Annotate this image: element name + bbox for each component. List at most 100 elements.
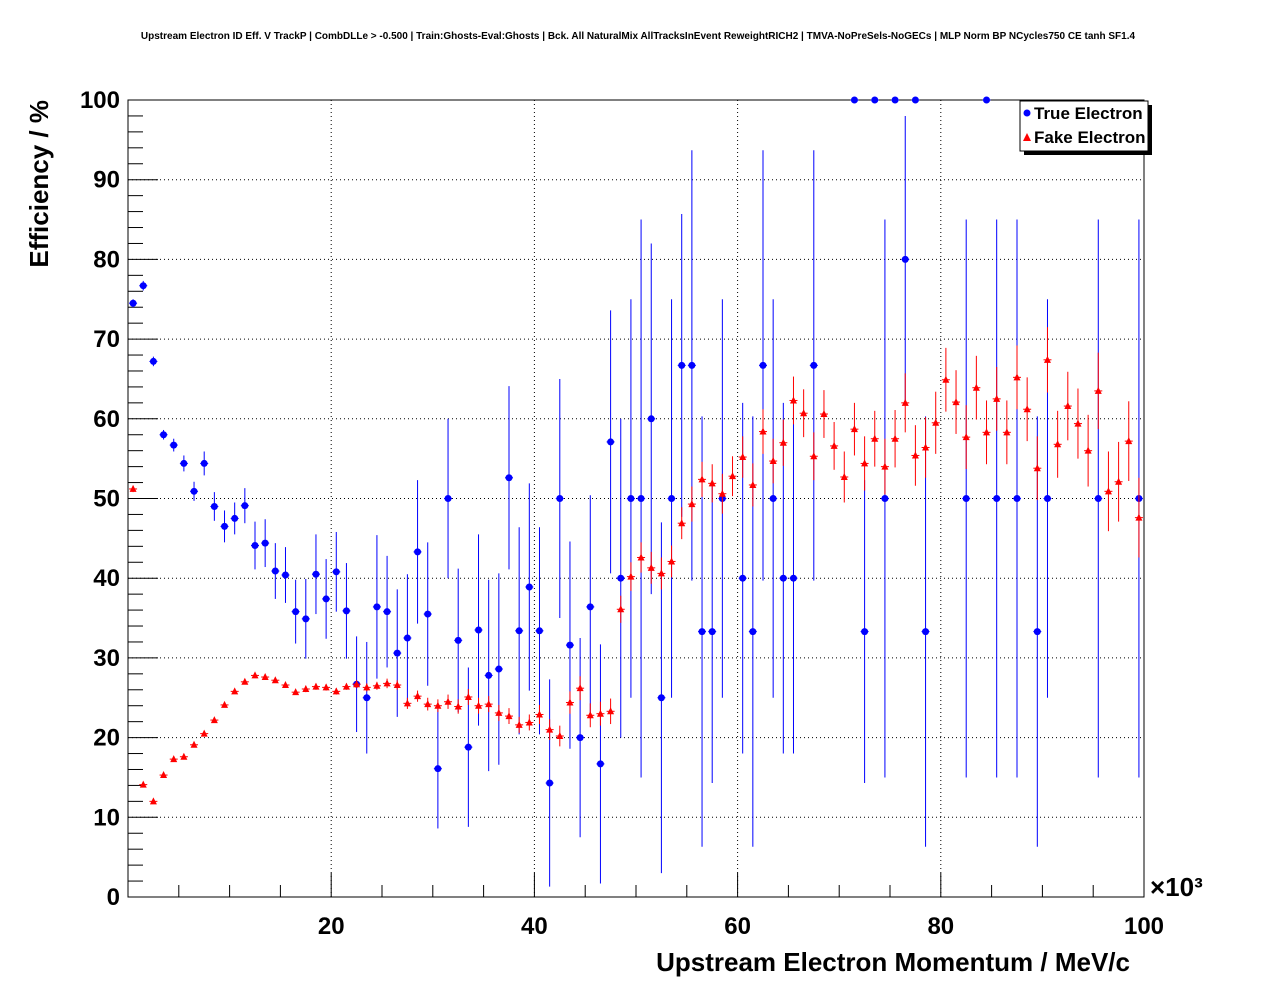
data-point bbox=[1043, 355, 1051, 363]
y-tick-label: 90 bbox=[93, 167, 120, 194]
data-point bbox=[739, 574, 747, 582]
data-point bbox=[139, 780, 147, 788]
data-point bbox=[657, 694, 665, 702]
data-point bbox=[850, 425, 858, 433]
data-point bbox=[1125, 437, 1133, 445]
data-point bbox=[200, 459, 208, 467]
data-point bbox=[160, 771, 168, 779]
data-point bbox=[871, 96, 879, 104]
data-point bbox=[637, 495, 645, 502]
data-point bbox=[373, 603, 381, 611]
data-point bbox=[312, 570, 320, 578]
data-point bbox=[789, 396, 797, 404]
data-point bbox=[850, 96, 858, 104]
data-point bbox=[861, 628, 869, 636]
data-point bbox=[485, 700, 493, 708]
data-point bbox=[464, 692, 472, 700]
data-point bbox=[881, 462, 889, 470]
data-point bbox=[210, 716, 218, 724]
data-point bbox=[830, 441, 838, 449]
data-series bbox=[129, 96, 1143, 887]
data-point bbox=[414, 548, 422, 556]
data-point bbox=[353, 680, 361, 688]
data-point bbox=[464, 743, 472, 751]
data-point bbox=[718, 489, 726, 497]
data-point bbox=[800, 409, 808, 417]
data-point bbox=[424, 610, 432, 618]
data-point bbox=[1054, 440, 1062, 448]
data-point bbox=[739, 453, 747, 461]
data-point bbox=[546, 725, 554, 733]
data-point bbox=[383, 679, 391, 687]
x-axis-label: Upstream Electron Momentum / MeV/c bbox=[656, 947, 1130, 977]
data-point bbox=[363, 694, 371, 702]
data-point bbox=[1013, 495, 1021, 502]
y-tick-label: 60 bbox=[93, 406, 120, 433]
data-point bbox=[668, 495, 676, 502]
data-point bbox=[881, 495, 889, 502]
data-point bbox=[393, 649, 401, 657]
data-point bbox=[322, 683, 330, 691]
x-tick-label: 40 bbox=[521, 913, 548, 940]
data-point bbox=[332, 687, 340, 695]
data-point bbox=[475, 701, 483, 709]
legend-label-fake-electron: Fake Electron bbox=[1034, 128, 1146, 147]
data-point bbox=[231, 687, 239, 695]
data-point bbox=[983, 428, 991, 436]
data-point bbox=[698, 628, 706, 636]
data-point bbox=[993, 394, 1001, 402]
data-point bbox=[708, 628, 716, 636]
y-tick-label: 30 bbox=[93, 645, 120, 672]
data-point bbox=[535, 710, 543, 718]
data-point bbox=[454, 636, 462, 644]
data-point bbox=[576, 734, 584, 742]
y-tick-labels: 0 10 20 30 40 50 60 70 80 90 100 bbox=[80, 87, 120, 911]
data-point bbox=[180, 459, 188, 467]
data-point bbox=[891, 434, 899, 442]
data-point bbox=[444, 495, 452, 502]
data-point bbox=[1084, 446, 1092, 454]
data-point bbox=[495, 665, 503, 673]
chart-title: Upstream Electron ID Eff. V TrackP | Com… bbox=[140, 31, 1136, 42]
y-tick-label: 70 bbox=[93, 326, 120, 353]
data-point bbox=[261, 673, 269, 681]
legend-box bbox=[1019, 100, 1149, 152]
x-axis-multiplier: ×10³ bbox=[1150, 872, 1203, 902]
data-point bbox=[444, 697, 452, 705]
data-point bbox=[911, 96, 919, 104]
data-point bbox=[932, 418, 940, 426]
legend-label-true-electron: True Electron bbox=[1034, 104, 1143, 123]
data-point bbox=[515, 627, 523, 635]
data-point bbox=[403, 634, 411, 642]
data-point bbox=[861, 459, 869, 467]
data-point bbox=[332, 568, 340, 576]
data-point bbox=[546, 779, 554, 787]
data-point bbox=[129, 484, 137, 492]
y-tick-label: 50 bbox=[93, 486, 120, 513]
data-point bbox=[901, 398, 909, 406]
data-point bbox=[749, 480, 757, 488]
data-point bbox=[170, 441, 178, 449]
data-point bbox=[962, 433, 970, 441]
axis-ticks bbox=[128, 99, 1145, 898]
data-point bbox=[383, 608, 391, 616]
data-point bbox=[749, 628, 757, 636]
data-point bbox=[789, 574, 797, 582]
data-point bbox=[1033, 628, 1041, 636]
data-point bbox=[190, 487, 198, 495]
data-point bbox=[972, 383, 980, 391]
data-point bbox=[149, 797, 157, 805]
data-point bbox=[556, 495, 564, 502]
data-point bbox=[1064, 402, 1072, 410]
x-tick-label: 20 bbox=[318, 913, 345, 940]
data-point bbox=[769, 495, 777, 502]
data-point bbox=[403, 699, 411, 707]
data-point bbox=[170, 755, 178, 763]
data-point bbox=[261, 539, 269, 547]
data-point bbox=[393, 680, 401, 688]
data-point bbox=[627, 572, 635, 580]
data-point bbox=[922, 443, 930, 451]
data-point bbox=[810, 361, 818, 369]
data-point bbox=[1104, 487, 1112, 495]
